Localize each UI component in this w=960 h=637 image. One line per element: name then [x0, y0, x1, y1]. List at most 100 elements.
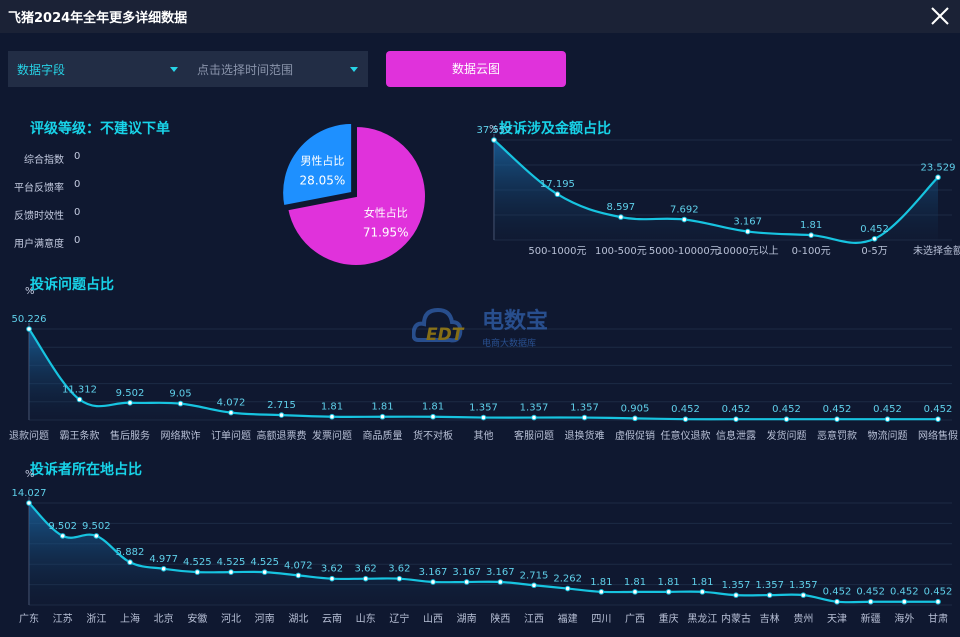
data-point[interactable] [733, 416, 739, 422]
data-point[interactable] [362, 575, 369, 582]
pie-slice-male[interactable] [281, 121, 354, 208]
x-tick-label: 其他 [474, 429, 494, 442]
x-tick-label: 山西 [423, 613, 443, 625]
data-point[interactable] [379, 413, 386, 420]
data-point[interactable] [935, 416, 941, 422]
x-tick-label: 任意仪退款 [661, 429, 711, 442]
data-point[interactable] [871, 235, 878, 242]
data-label: 50.226 [12, 314, 47, 325]
data-point[interactable] [867, 598, 874, 605]
data-point[interactable] [76, 396, 83, 403]
data-point[interactable] [901, 598, 908, 605]
data-label: 4.072 [284, 560, 313, 571]
data-point[interactable] [497, 579, 504, 585]
data-point[interactable] [581, 414, 588, 421]
data-point[interactable] [127, 559, 133, 566]
data-point[interactable] [598, 589, 605, 595]
x-tick-label: 售后服务 [110, 429, 150, 442]
data-point[interactable] [632, 415, 638, 422]
stat-label: 反馈时效性 [14, 211, 64, 222]
data-point[interactable] [329, 413, 335, 420]
data-point[interactable] [127, 399, 133, 406]
data-label: 0.452 [722, 404, 751, 415]
x-tick-label: 客服问题 [514, 429, 554, 442]
field-select-value: 数据字段 [17, 63, 66, 77]
data-point[interactable] [531, 582, 537, 589]
data-point[interactable] [564, 585, 571, 592]
x-tick-label: 北京 [154, 612, 174, 625]
data-point[interactable] [800, 592, 807, 598]
data-label: 4.525 [217, 557, 246, 568]
data-label: 0.452 [772, 404, 801, 415]
data-label: 17.195 [540, 179, 575, 190]
data-label: 1.357 [755, 580, 784, 591]
x-tick-label: 物流问题 [868, 429, 908, 442]
data-point[interactable] [396, 575, 403, 582]
data-point[interactable] [783, 416, 790, 422]
data-point[interactable] [935, 174, 941, 181]
data-point[interactable] [681, 216, 688, 223]
data-point[interactable] [480, 414, 487, 421]
data-label: 3.167 [419, 567, 448, 578]
time-range-picker[interactable]: 点击选择时间范围 [188, 51, 368, 87]
series-area [494, 140, 938, 243]
data-label: 0.452 [823, 404, 852, 415]
data-label: 9.502 [116, 388, 145, 399]
data-point[interactable] [228, 569, 234, 575]
data-point[interactable] [278, 412, 285, 418]
data-point[interactable] [59, 533, 66, 539]
data-label: 3.167 [733, 217, 762, 228]
data-point[interactable] [808, 232, 814, 238]
data-point[interactable] [834, 598, 840, 605]
issue-chart-title: 投诉问题占比 [30, 277, 114, 293]
data-point[interactable] [699, 589, 706, 595]
data-point[interactable] [430, 579, 436, 585]
data-label: 9.05 [169, 389, 191, 400]
stat-row: 用户满意度 0 [8, 235, 80, 250]
data-point[interactable] [261, 569, 268, 575]
x-tick-label: 货不对板 [413, 429, 453, 442]
data-point[interactable] [177, 400, 184, 407]
data-point[interactable] [884, 416, 891, 422]
data-point[interactable] [295, 572, 302, 579]
x-tick-label: 0-100元 [792, 246, 831, 257]
data-point[interactable] [463, 579, 470, 585]
data-label: 0.452 [860, 224, 889, 235]
data-point[interactable] [618, 214, 624, 220]
data-point[interactable] [665, 589, 672, 595]
data-point[interactable] [228, 409, 234, 416]
x-tick-label: 贵州 [793, 612, 813, 625]
data-point[interactable] [554, 191, 561, 198]
close-icon[interactable] [928, 4, 952, 28]
data-point[interactable] [26, 500, 32, 506]
data-point[interactable] [632, 589, 638, 595]
x-tick-label: 500-1000元 [528, 246, 586, 257]
data-point[interactable] [329, 575, 335, 582]
data-point[interactable] [744, 228, 751, 235]
data-point[interactable] [834, 416, 840, 422]
x-tick-label: 黑龙江 [687, 612, 717, 625]
x-tick-label: 重庆 [659, 612, 679, 625]
data-label: 0.452 [671, 404, 700, 415]
issue-unit: % [25, 286, 35, 297]
data-point[interactable] [682, 416, 689, 422]
data-label: 0.452 [890, 587, 919, 598]
field-select[interactable]: 数据字段 [8, 51, 188, 87]
data-point[interactable] [531, 414, 537, 421]
watermark-logo-text: EDT [426, 325, 465, 345]
data-point[interactable] [160, 566, 167, 572]
data-label: 1.81 [624, 577, 646, 588]
data-point[interactable] [26, 326, 32, 332]
data-label: 37.557 [477, 125, 512, 136]
data-point[interactable] [194, 569, 201, 575]
data-point[interactable] [93, 533, 100, 539]
data-point[interactable] [430, 413, 436, 420]
data-point[interactable] [733, 592, 739, 598]
data-point[interactable] [935, 598, 941, 605]
x-tick-label: 江西 [524, 613, 544, 625]
data-label: 1.81 [422, 402, 444, 413]
pie-slice-female[interactable] [286, 124, 427, 267]
data-point[interactable] [766, 592, 773, 598]
data-cloud-button[interactable]: 数据云图 [386, 51, 566, 87]
data-point[interactable] [491, 137, 497, 143]
